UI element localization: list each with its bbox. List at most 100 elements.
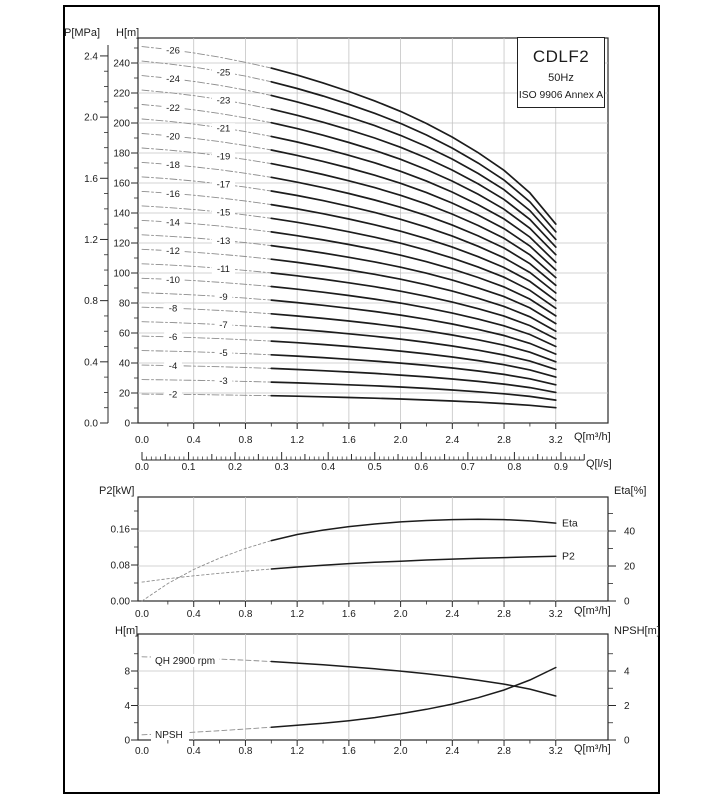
stage-curve-label: -25 <box>217 67 231 78</box>
power-efficiency-curves: Eta P2 <box>141 517 578 602</box>
stage-label-bg <box>211 123 236 134</box>
p-axis-unit: P[MPa] <box>64 27 101 39</box>
title-block: CDLF2 50Hz ISO 9906 Annex A <box>517 37 605 108</box>
stage-curve-label: -11 <box>217 264 230 275</box>
main-h-tick-label: 220 <box>113 89 130 100</box>
mid-x-tick-label: 1.2 <box>290 609 304 620</box>
mid-x-tick-label: 0.0 <box>135 609 149 620</box>
bottom-h-unit: H[m] <box>115 625 139 637</box>
stage-label-bg <box>164 389 182 400</box>
bot-x-tick-label: 1.2 <box>290 746 304 757</box>
stage-curve-label: -26 <box>166 45 180 56</box>
stage-label-bg <box>161 102 185 113</box>
main-p-tick-label: 1.6 <box>84 174 98 185</box>
main-x-tick-label: 1.6 <box>342 435 356 446</box>
stage-curve-label: -17 <box>217 180 231 191</box>
npsh-tick-label: 4 <box>624 667 630 678</box>
stage-curve-label: -13 <box>217 236 231 247</box>
stage-curve-label: -21 <box>217 123 231 134</box>
series-label-p2: P2 <box>562 551 575 563</box>
main-h-tick-label: 0 <box>124 419 130 430</box>
npsh-tick-label: 2 <box>624 701 630 712</box>
p2-tick-label: 0.16 <box>111 525 131 536</box>
stage-curve-label: -16 <box>166 189 180 200</box>
main-h-tick-label: 200 <box>113 119 130 130</box>
qh-npsh-chart <box>137 633 609 741</box>
stage-label-bg <box>164 303 182 314</box>
mid-x-tick-label: 1.6 <box>342 609 356 620</box>
main-p-axis: 0.0 0.4 0.8 1.2 1.6 2.0 2.4 <box>84 45 109 430</box>
stage-label-bg <box>161 131 185 142</box>
stage-curve-label: -6 <box>169 332 177 343</box>
main-chart <box>137 37 609 424</box>
main-h-tick-label: 120 <box>113 239 130 250</box>
flow-ls-axis: 0.0 0.1 0.2 0.3 0.4 0.5 0.6 0.7 0.8 0.9 <box>135 452 585 473</box>
main-h-tick-label: 180 <box>113 149 130 160</box>
stage-curve-label: -8 <box>169 304 177 315</box>
main-h-tick-label: 240 <box>113 59 130 70</box>
stage-curve-label: -15 <box>217 208 231 219</box>
stage-label-bg <box>164 360 182 371</box>
stage-curve-label: -3 <box>219 376 227 387</box>
stage-curve-label: -12 <box>166 246 180 257</box>
stage-label-bg <box>161 274 185 285</box>
stage-label-bg <box>211 151 236 162</box>
flow-ls-tick-label: 0.5 <box>368 462 382 473</box>
mid-p2-axis: 0.00 0.08 0.16 <box>111 510 138 608</box>
bot-x-tick-label: 0.4 <box>187 746 201 757</box>
main-x-tick-label: 3.2 <box>549 435 563 446</box>
main-p-tick-label: 2.4 <box>84 51 98 62</box>
eta-tick-label: 0 <box>624 597 630 608</box>
npsh-tick-label: 0 <box>624 736 630 747</box>
flow-ls-tick-label: 0.3 <box>275 462 289 473</box>
bot-plot-border <box>137 633 609 741</box>
stage-label-bg <box>161 45 185 56</box>
power-efficiency-chart <box>137 496 609 602</box>
stage-label-bg <box>214 291 233 302</box>
qh-label-bg <box>151 654 219 667</box>
bot-x-tick-label: 3.2 <box>549 746 563 757</box>
stage-label-bg <box>161 159 185 170</box>
stage-curve-label: -10 <box>166 275 180 286</box>
eta-tick-label: 40 <box>624 527 636 538</box>
main-plot-border <box>137 37 609 424</box>
flow-ls-tick-label: 0.1 <box>182 462 196 473</box>
bot-npsh-axis: 0 2 4 <box>608 653 630 747</box>
stage-label-bg <box>214 347 233 358</box>
mid-x-tick-label: 2.4 <box>445 609 459 620</box>
stage-curve-label: -19 <box>217 152 231 163</box>
series-label-eta: Eta <box>562 517 578 529</box>
test-standard: ISO 9906 Annex A <box>518 90 604 101</box>
series-label-npsh: NPSH <box>155 730 183 741</box>
series-label-qh: QH 2900 rpm <box>155 656 215 667</box>
mid-x-tick-label: 0.4 <box>187 609 201 620</box>
mid-flow-unit: Q[m³/h] <box>574 605 611 617</box>
bot-x-tick-label: 2.0 <box>394 746 408 757</box>
main-x-tick-label: 0.8 <box>238 435 252 446</box>
qh-npsh-curves: QH 2900 rpm NPSH <box>141 654 557 741</box>
eta-axis-unit: Eta[%] <box>614 485 647 497</box>
mid-plot-border <box>137 496 609 602</box>
stage-curve-label: -22 <box>166 103 180 114</box>
main-x-axis: 0.0 0.4 0.8 1.2 1.6 2.0 2.4 2.8 3.2 <box>135 423 563 446</box>
main-h-tick-label: 140 <box>113 209 130 220</box>
main-x-tick-label: 1.2 <box>290 435 304 446</box>
main-p-tick-label: 0.8 <box>84 296 98 307</box>
bot-x-tick-label: 2.4 <box>445 746 459 757</box>
stage-label-bg <box>161 73 185 84</box>
main-h-tick-label: 40 <box>119 359 131 370</box>
main-x-tick-label: 2.4 <box>445 435 459 446</box>
stage-curve-label: -20 <box>166 131 180 142</box>
stage-label-bg <box>211 207 236 218</box>
main-h-tick-label: 160 <box>113 179 130 190</box>
main-x-tick-label: 2.8 <box>497 435 511 446</box>
head-curves <box>141 46 557 409</box>
stage-curve-label: -5 <box>219 348 227 359</box>
bot-h-tick-label: 0 <box>124 736 130 747</box>
bot-x-tick-label: 1.6 <box>342 746 356 757</box>
bot-x-tick-label: 0.8 <box>238 746 252 757</box>
stage-curve-label: -24 <box>166 74 180 85</box>
bot-h-axis: 0 4 8 <box>124 653 138 747</box>
